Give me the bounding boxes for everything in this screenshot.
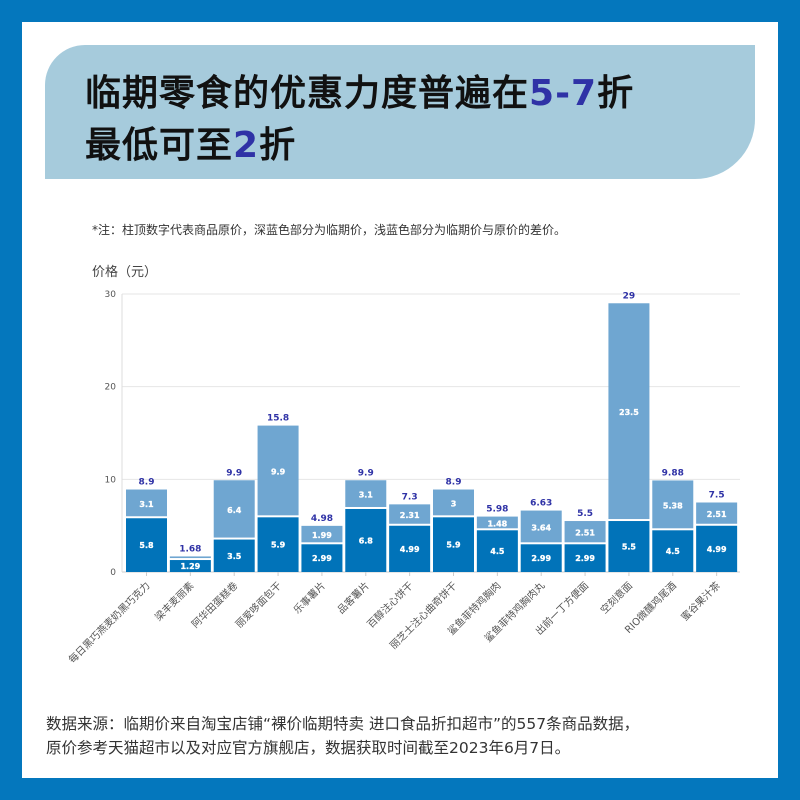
title-text: 折: [597, 73, 635, 114]
segment-value-label: 5.5: [622, 543, 637, 552]
x-tick-label: 丽爱哆面包干: [233, 579, 285, 631]
bar-price-difference: [389, 504, 431, 524]
segment-value-label: 4.99: [400, 545, 420, 554]
bar-expiry-price: [389, 525, 431, 572]
segment-value-label: 4.99: [707, 545, 727, 554]
bar-expiry-price: [476, 530, 518, 572]
total-value-label: 15.8: [267, 414, 289, 424]
segment-value-label: 1.48: [487, 519, 507, 528]
title-text: 临期零食的优惠力度普遍在: [85, 73, 530, 114]
bar-expiry-price: [433, 517, 474, 572]
segment-value-label: 6.4: [227, 506, 242, 515]
x-tick-label: 品客薯片: [334, 579, 371, 616]
segment-value-label: 1.29: [180, 562, 200, 571]
segment-value-label: 9.9: [271, 467, 286, 476]
bar-price-difference: [433, 489, 474, 516]
segment-value-label: 2.51: [575, 529, 595, 538]
bar-price-difference: [520, 510, 562, 543]
total-value-label: 4.98: [311, 514, 333, 524]
segment-value-label: 1.99: [312, 531, 332, 540]
segment-value-label: 3: [451, 499, 457, 508]
x-tick-label: 空刻意面: [598, 579, 635, 616]
bar-price-difference: [345, 480, 387, 507]
chart-note: *注：柱顶数字代表商品原价，深蓝色部分为临期价，浅蓝色部分为临期价与原价的差价。: [92, 223, 567, 237]
total-value-label: 9.88: [662, 468, 684, 478]
title-banner: [45, 45, 755, 179]
segment-value-label: 2.31: [400, 511, 420, 520]
segment-value-label: 23.5: [619, 408, 639, 417]
y-tick-label: 20: [105, 383, 117, 393]
segment-value-label: 5.9: [271, 541, 286, 550]
x-tick-label: 乐事薯片: [291, 579, 328, 616]
segment-value-label: 4.5: [666, 547, 681, 556]
y-axis-label: 价格（元）: [92, 265, 158, 280]
segment-value-label: 3.64: [531, 523, 551, 532]
total-value-label: 9.9: [226, 468, 242, 478]
bar-price-difference: [126, 489, 167, 517]
segment-value-label: 6.8: [359, 536, 374, 545]
segment-value-label: 2.51: [707, 510, 727, 519]
y-tick-label: 0: [110, 568, 116, 578]
total-value-label: 5.98: [486, 505, 508, 515]
segment-value-label: 2.99: [531, 554, 551, 563]
bar-price-difference: [608, 303, 650, 520]
title-line-2: 最低可至2折: [85, 116, 296, 168]
bar-expiry-price: [126, 518, 167, 572]
total-value-label: 8.9: [446, 478, 462, 488]
bar-expiry-price: [257, 517, 299, 572]
total-value-label: 1.68: [179, 544, 201, 554]
bar-expiry-price: [345, 508, 387, 572]
total-value-label: 7.5: [709, 491, 725, 501]
title-text: 折: [259, 125, 297, 166]
total-value-label: 9.9: [358, 468, 374, 478]
bar-expiry-price: [301, 544, 343, 572]
x-tick-label: 阿华田蛋糕卷: [189, 579, 241, 631]
bar-price-difference: [301, 525, 343, 543]
segment-value-label: 3.1: [139, 500, 154, 509]
total-value-label: 8.9: [139, 478, 155, 488]
bar-expiry-price: [520, 544, 562, 572]
bar-price-difference: [257, 425, 299, 516]
bar-price-difference: [564, 521, 606, 543]
footer-source-line-1: 数据来源：临期价来自淘宝店铺“裸价临期特卖 进口食品折扣超市”的557条商品数据…: [46, 715, 640, 733]
total-value-label: 7.3: [402, 492, 418, 502]
bar-price-difference: [696, 502, 738, 524]
total-value-label: 6.63: [530, 499, 552, 509]
segment-value-label: 2.99: [575, 554, 595, 563]
x-tick-label: 每日黑巧燕麦奶黑巧克力: [66, 579, 153, 666]
bar-price-difference: [213, 480, 255, 538]
total-value-label: 5.5: [577, 509, 593, 519]
x-tick-label: 梁丰麦丽素: [152, 579, 197, 624]
segment-value-label: 5.8: [139, 541, 154, 550]
title-highlight: 2: [233, 125, 260, 166]
x-tick-label: 蜜谷果汁茶: [678, 579, 723, 624]
bar-expiry-price: [564, 544, 606, 572]
bar-chart: 0 10 20 30 5.8 3.1 8.9 每日黑巧燕麦奶黑巧克力 1.29 1.68 梁丰麦丽素…: [66, 290, 740, 666]
y-tick-label: 10: [105, 475, 117, 485]
title-text: 最低可至: [85, 125, 234, 166]
bar-expiry-price: [169, 560, 211, 572]
bar-expiry-price: [213, 539, 255, 572]
segment-value-label: 4.5: [490, 547, 505, 556]
segment-value-label: 3.5: [227, 552, 242, 561]
bar-expiry-price: [608, 521, 650, 572]
footer-source-line-2: 原价参考天猫超市以及对应官方旗舰店，数据获取时间截至2023年6月7日。: [46, 739, 571, 757]
segment-value-label: 3.1: [359, 491, 374, 500]
bar-price-difference: [169, 556, 211, 559]
bar-expiry-price: [696, 525, 738, 572]
bar-price-difference: [652, 480, 694, 529]
total-value-label: 29: [623, 291, 636, 301]
title-line-1: 临期零食的优惠力度普遍在5-7折: [85, 64, 634, 116]
title-highlight: 5-7: [529, 73, 598, 114]
bar-expiry-price: [652, 530, 694, 572]
segment-value-label: 5.9: [446, 541, 461, 550]
bar-price-difference: [476, 516, 518, 529]
segment-value-label: 5.38: [663, 501, 683, 510]
y-tick-label: 30: [105, 290, 117, 300]
segment-value-label: 2.99: [312, 554, 332, 563]
